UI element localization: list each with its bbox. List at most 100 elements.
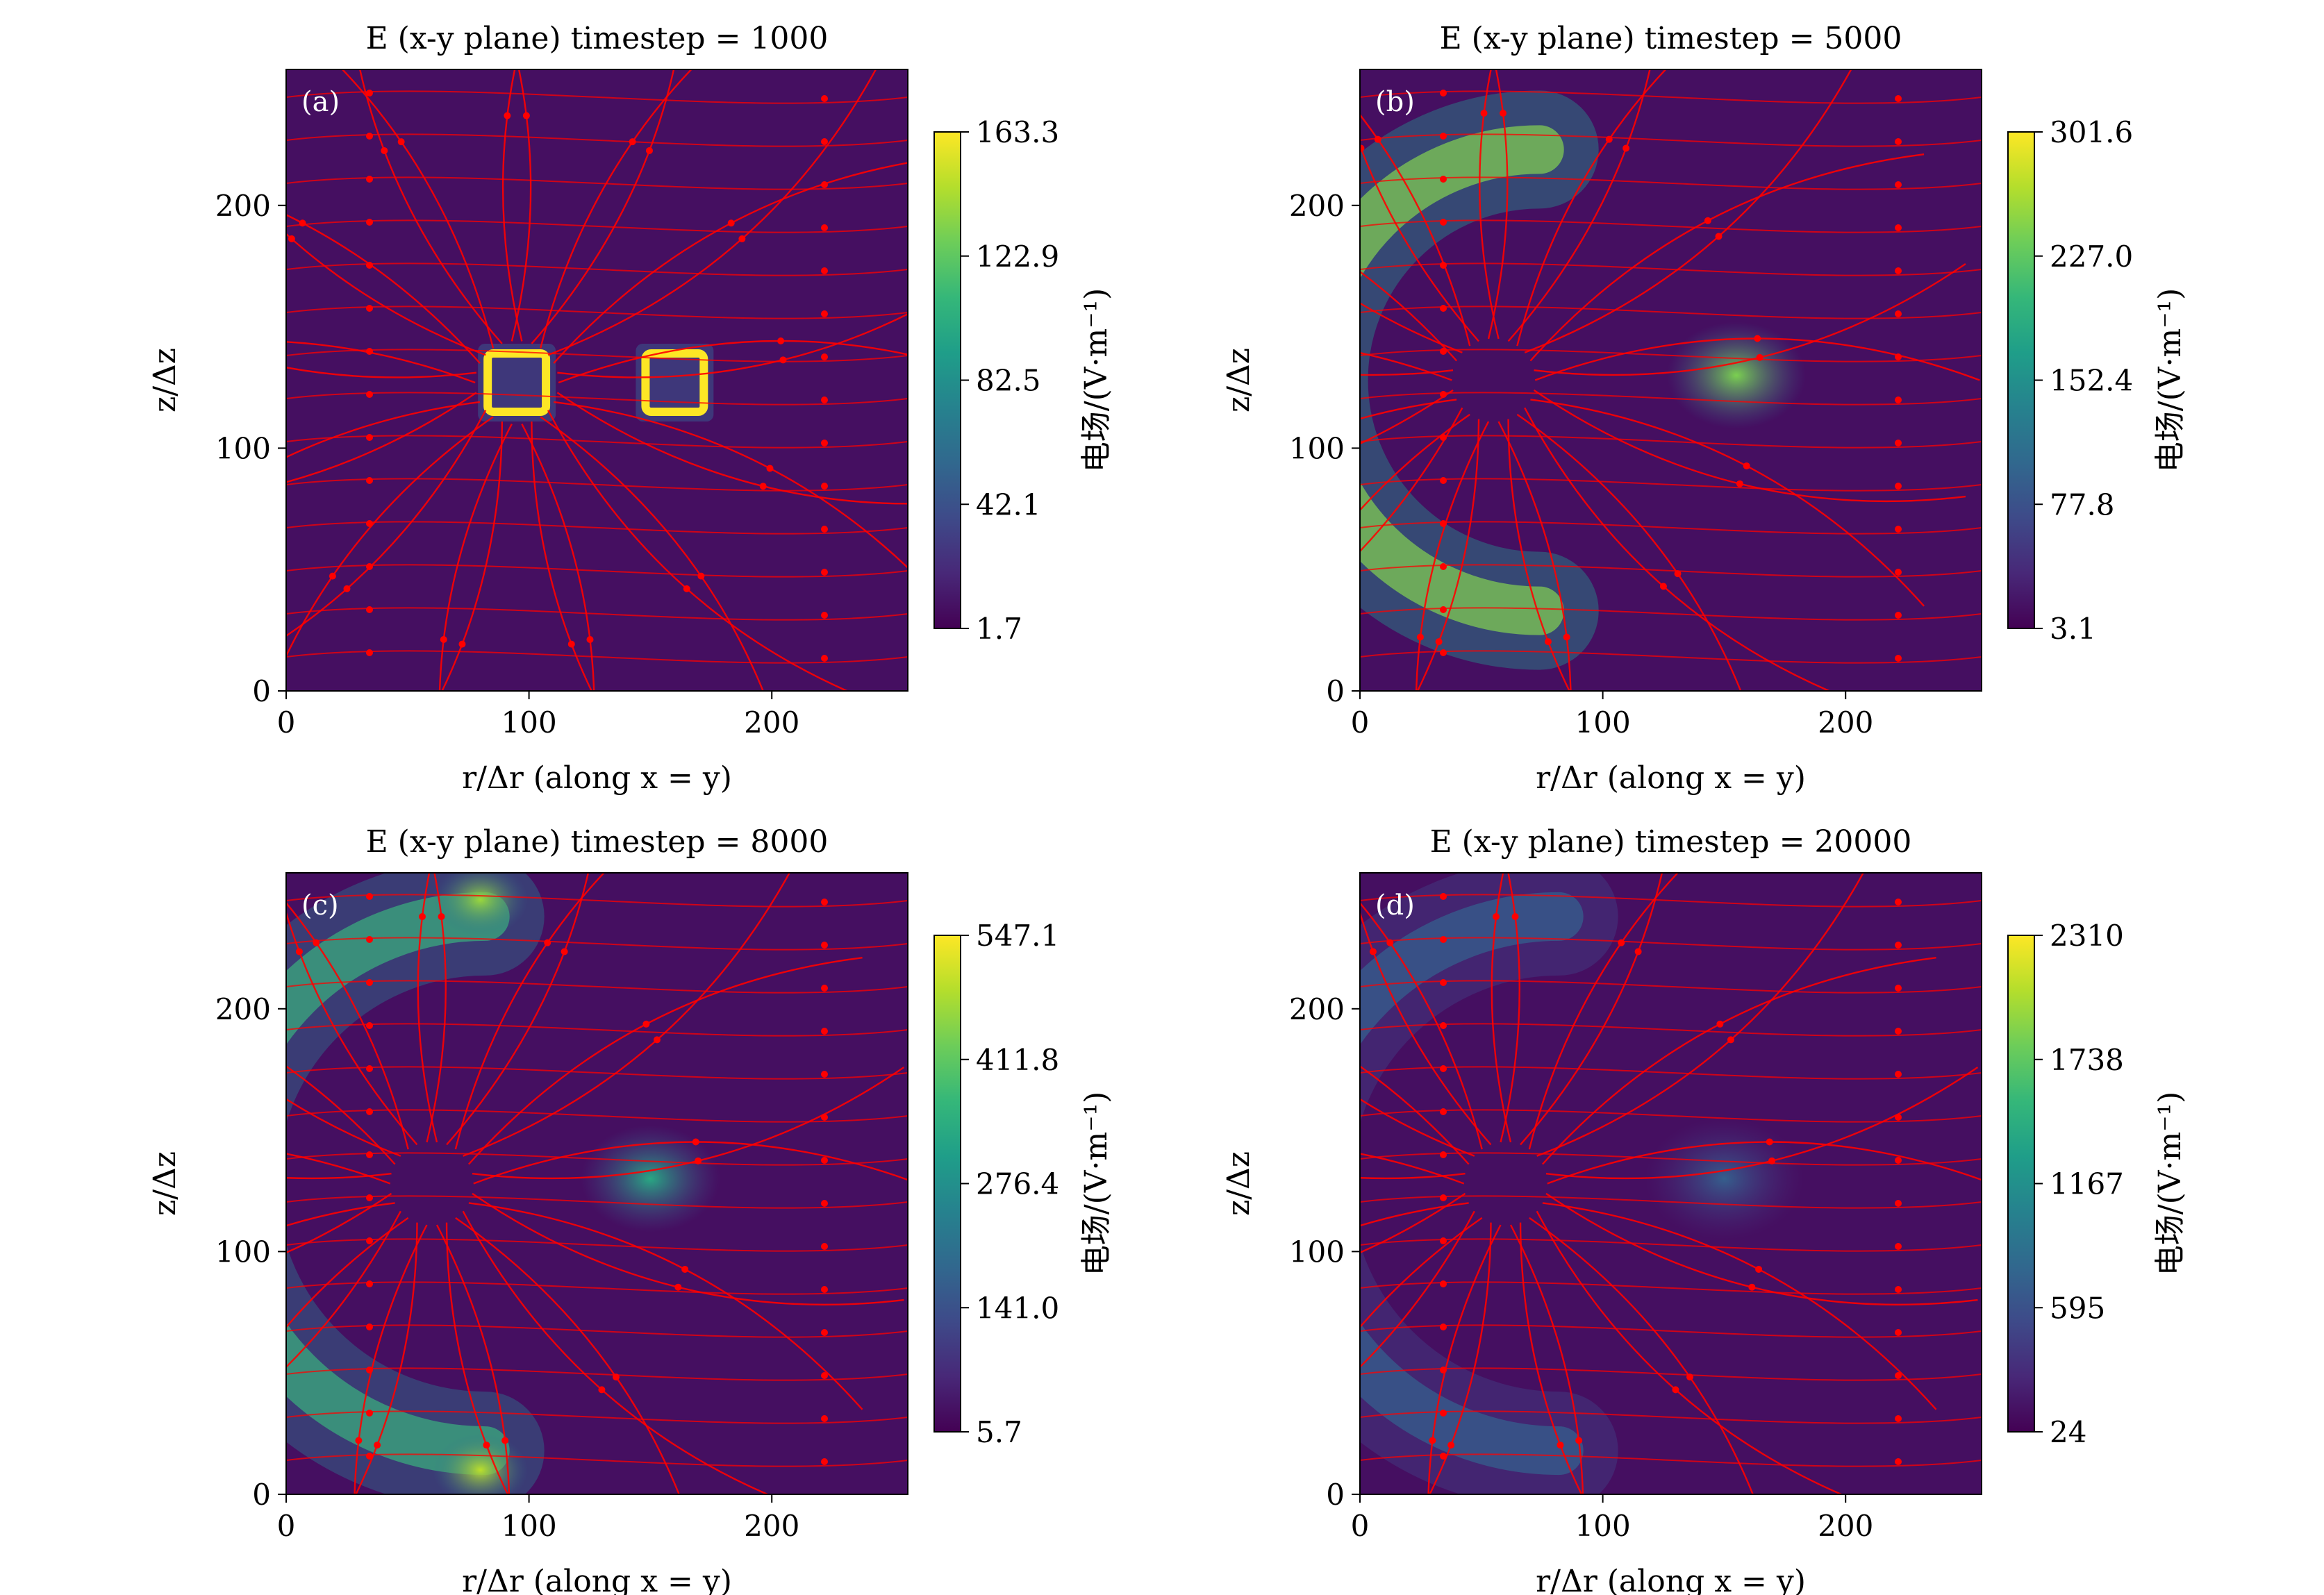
streamline-arrow <box>1895 1458 1902 1465</box>
streamline-arrow <box>1440 176 1447 183</box>
colorbar-tick-label: 227.0 <box>2050 240 2133 274</box>
streamline-arrow <box>1440 1151 1447 1158</box>
streamline-arrow <box>1440 936 1447 943</box>
streamline <box>1360 1202 1469 1227</box>
streamline-arrow <box>366 1108 373 1115</box>
colorbar-tick-label: 5.7 <box>976 1415 1022 1449</box>
y-tick-label: 200 <box>215 992 271 1026</box>
streamline-arrow <box>366 979 373 986</box>
streamline-arrow <box>681 1265 689 1273</box>
chart-panel: (b) 0 100 200 0 100 200 E (x-y plane) timestep … <box>1221 21 2188 796</box>
streamline-arrow <box>366 391 373 398</box>
streamline-arrow <box>1895 440 1902 446</box>
streamline-arrow <box>1440 563 1447 570</box>
field-hotspot <box>1360 125 1564 635</box>
streamline-arrow <box>1440 1410 1447 1417</box>
x-tick-label: 200 <box>1818 705 1873 740</box>
streamline <box>286 1065 396 1165</box>
streamline-arrow <box>779 356 787 364</box>
colorbar <box>933 131 961 629</box>
streamline-arrow <box>1440 219 1447 226</box>
streamline-arrow <box>1440 348 1447 355</box>
streamline-arrow <box>821 1372 828 1379</box>
streamline-arrow <box>1511 913 1519 921</box>
streamline-arrow <box>247 356 254 363</box>
streamline-arrow <box>1895 1329 1902 1336</box>
y-tick-label: 0 <box>252 674 271 708</box>
streamline-arrow <box>1429 1437 1436 1444</box>
chart-panel: (d) 0 100 200 0 100 200 E (x-y plane) timestep … <box>1221 824 2188 1595</box>
y-tick-label: 200 <box>1289 992 1345 1026</box>
streamline-arrow <box>1440 90 1447 97</box>
streamline-arrow <box>1895 1071 1902 1078</box>
streamline <box>1360 369 1454 376</box>
panel-label: (d) <box>1375 890 1415 921</box>
streamline-arrow <box>366 1237 373 1244</box>
field-hotspot <box>1666 321 1806 429</box>
streamline-arrow <box>397 138 405 146</box>
streamline-arrow <box>1440 1453 1447 1460</box>
streamline-arrow <box>642 1020 650 1028</box>
streamline-arrow <box>1440 1280 1447 1287</box>
streamline-arrow <box>1249 1266 1256 1273</box>
streamline-arrow <box>738 235 746 242</box>
streamline-arrow <box>1440 893 1447 900</box>
field-hotspot <box>641 349 708 416</box>
panel-label: (a) <box>301 86 340 118</box>
streamline-arrow <box>419 913 426 921</box>
streamline-arrow <box>1895 1415 1902 1422</box>
chart-panel: (c) 0 100 200 0 100 200 E (x-y plane) timestep … <box>147 824 1114 1595</box>
plot-frame <box>285 872 908 1495</box>
streamline-arrow <box>366 563 373 570</box>
streamline <box>286 1210 401 1369</box>
streamline-arrow <box>1440 649 1447 656</box>
streamline-arrow <box>1895 526 1902 533</box>
streamline-arrow <box>366 176 373 183</box>
streamline <box>1360 1098 1475 1157</box>
y-tick-label: 200 <box>215 189 271 223</box>
y-tick-label: 0 <box>1326 674 1345 708</box>
streamline-arrow <box>759 483 767 490</box>
streamline <box>286 1217 409 1329</box>
streamline-arrow <box>1440 1194 1447 1201</box>
plot-frame <box>1359 872 1982 1495</box>
y-axis-label: z/Δz <box>1221 348 1256 412</box>
field-hotspot <box>483 349 551 416</box>
streamline-arrow <box>1895 612 1902 619</box>
x-axis-label: r/Δr (along x = y) <box>462 1564 732 1595</box>
colorbar-tick-label: 1167 <box>2050 1167 2124 1201</box>
streamline-arrow <box>1374 135 1381 143</box>
streamline-arrow <box>1440 434 1447 441</box>
x-axis-label: r/Δr (along x = y) <box>462 760 732 796</box>
streamline-arrow <box>821 396 828 403</box>
streamline-arrow <box>366 606 373 613</box>
streamline-arrow <box>645 147 653 154</box>
streamline-arrow <box>366 305 373 312</box>
streamline-arrow <box>1895 353 1902 360</box>
streamline <box>286 341 476 384</box>
streamline-arrow <box>458 640 466 648</box>
field-halo <box>478 344 556 421</box>
streamline-arrow <box>1736 480 1743 487</box>
streamline-arrow <box>1895 181 1902 188</box>
streamline-arrow <box>1743 462 1750 469</box>
streamline-arrow <box>1895 942 1902 949</box>
y-tick-label: 100 <box>215 1235 271 1269</box>
streamline-arrow <box>1237 462 1244 469</box>
streamline-arrow <box>1895 483 1902 490</box>
streamline-arrow <box>1895 655 1902 662</box>
streamline-arrow <box>544 939 551 946</box>
panel-label: (b) <box>1375 86 1415 118</box>
x-tick-label: 0 <box>277 1509 296 1543</box>
colorbar <box>2007 935 2035 1433</box>
streamline-arrow <box>598 1386 606 1394</box>
streamline <box>1360 399 1457 420</box>
streamline-arrow <box>821 526 828 533</box>
y-axis-label: z/Δz <box>147 348 183 412</box>
streamline-arrow <box>522 112 530 119</box>
streamline-arrow <box>1440 520 1447 527</box>
streamline-arrow <box>165 1139 172 1146</box>
streamline-arrow <box>1440 1022 1447 1029</box>
streamline <box>1360 1192 1466 1254</box>
